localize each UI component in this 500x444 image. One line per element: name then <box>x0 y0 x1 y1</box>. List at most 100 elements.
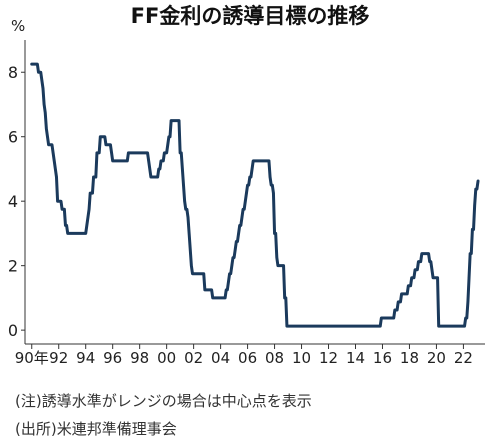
data-point <box>183 199 186 203</box>
data-point <box>104 143 108 146</box>
data-point <box>268 175 272 179</box>
x-tick-label: 08 <box>265 349 284 367</box>
data-point <box>47 143 50 146</box>
data-point <box>237 232 240 235</box>
data-point <box>60 208 64 211</box>
y-tick-label: 6 <box>8 128 18 147</box>
data-point <box>45 127 48 130</box>
data-point <box>412 276 416 279</box>
data-point <box>56 199 59 203</box>
x-tick-label: 16 <box>373 349 392 367</box>
data-point <box>180 151 183 155</box>
data-point <box>274 232 277 235</box>
x-tick-label: 96 <box>103 349 122 367</box>
data-point <box>230 264 234 267</box>
x-tick-label: 18 <box>400 349 419 367</box>
data-point <box>285 324 289 328</box>
data-point <box>223 296 227 300</box>
data-point <box>429 260 433 263</box>
data-point <box>244 199 247 203</box>
data-point <box>87 208 91 211</box>
data-point <box>466 300 470 304</box>
data-point <box>99 135 102 138</box>
data-point <box>40 79 44 82</box>
data-point <box>30 62 33 66</box>
data-point <box>467 276 471 279</box>
x-tick-label: 92 <box>49 349 68 367</box>
data-point <box>126 159 129 163</box>
data-point <box>406 292 409 296</box>
data-point <box>243 208 246 211</box>
y-axis-ticks: 0 2 4 6 8 <box>8 63 25 340</box>
data-point <box>65 224 68 227</box>
data-point <box>463 324 466 328</box>
data-point <box>156 175 159 179</box>
data-point <box>465 316 468 320</box>
data-point <box>437 324 440 328</box>
data-point <box>392 316 395 320</box>
data-point <box>148 167 151 171</box>
x-tick-label: 90年 <box>15 349 49 367</box>
data-point <box>168 135 172 138</box>
data-point <box>276 264 280 267</box>
data-point <box>229 272 232 275</box>
source-text: (出所)米連邦準備理事会 <box>15 420 177 438</box>
data-point <box>36 62 39 66</box>
data-point <box>282 264 285 267</box>
y-tick-label: 2 <box>8 257 18 276</box>
data-point <box>417 260 420 263</box>
data-point <box>191 272 194 275</box>
data-point <box>240 216 244 219</box>
data-point <box>250 167 254 171</box>
x-tick-label: 14 <box>346 349 365 367</box>
series-group <box>30 62 480 328</box>
x-tick-label: 12 <box>319 349 338 367</box>
data-point <box>247 183 250 187</box>
data-point <box>103 135 107 138</box>
data-point <box>202 272 205 275</box>
data-point <box>393 308 397 312</box>
data-point <box>395 308 399 312</box>
data-point <box>86 216 90 219</box>
data-point <box>158 167 162 171</box>
data-point <box>39 71 42 74</box>
data-point <box>46 135 49 138</box>
data-point <box>419 260 422 263</box>
data-point <box>239 224 243 227</box>
data-point <box>54 167 57 171</box>
chart-title: FF金利の誘導目標の推移 <box>131 4 370 28</box>
data-point <box>413 268 417 271</box>
data-point <box>169 119 173 122</box>
data-point <box>187 232 191 235</box>
data-point <box>430 268 434 271</box>
footnote-text: (注)誘導水準がレンジの場合は中心点を表示 <box>15 392 312 410</box>
data-point <box>475 187 479 191</box>
x-tick-label: 10 <box>292 349 311 367</box>
data-point <box>470 252 473 255</box>
data-point <box>275 256 279 259</box>
data-point <box>92 175 95 179</box>
data-point <box>190 264 193 267</box>
x-tick-label: 94 <box>76 349 95 367</box>
data-point <box>416 268 419 271</box>
data-point <box>95 151 99 155</box>
data-point <box>210 288 213 292</box>
data-point <box>97 151 101 155</box>
data-point <box>271 183 274 187</box>
data-point <box>89 191 92 195</box>
data-point <box>37 71 40 74</box>
x-axis-ticks: 90年 92 94 96 98 00 02 04 06 08 10 12 14 16 18 20 22 <box>15 344 473 367</box>
x-tick-label: 00 <box>157 349 176 367</box>
data-point <box>380 316 383 320</box>
data-point <box>181 167 184 171</box>
data-point <box>109 143 112 146</box>
data-point <box>234 248 237 251</box>
data-point <box>409 284 412 288</box>
data-point <box>163 151 166 155</box>
data-point <box>42 103 46 106</box>
data-point <box>232 256 236 259</box>
x-tick-label: 98 <box>130 349 149 367</box>
data-point <box>267 159 271 163</box>
data-point <box>472 228 475 231</box>
